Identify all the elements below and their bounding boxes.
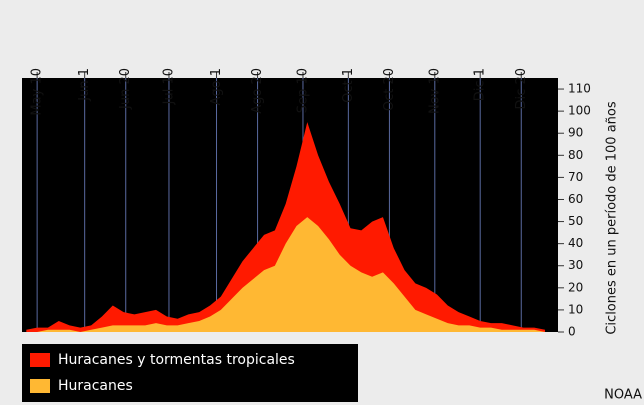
y-tick-label: 80 bbox=[568, 148, 583, 162]
y-tick-label: 40 bbox=[568, 236, 583, 250]
x-tick-label: Oct 20 bbox=[382, 68, 397, 111]
y-tick-label: 110 bbox=[568, 82, 591, 96]
y-tick-label: 20 bbox=[568, 280, 583, 294]
y-tick-label: 60 bbox=[568, 192, 583, 206]
y-tick-label: 90 bbox=[568, 126, 583, 140]
y-axis-label: Ciclones en un período de 100 años bbox=[605, 101, 620, 335]
legend-box bbox=[22, 344, 358, 402]
x-tick-label: Nov 10 bbox=[427, 68, 442, 114]
x-tick-label: Dic 1 bbox=[473, 68, 488, 101]
y-tick-label: 70 bbox=[568, 170, 583, 184]
y-tick-label: 50 bbox=[568, 214, 583, 228]
y-tick-label: 10 bbox=[568, 302, 583, 316]
x-tick-label: Ago 1 bbox=[209, 68, 224, 106]
x-tick-label: Jul 10 bbox=[161, 68, 176, 105]
x-tick-label: May 10 bbox=[30, 68, 45, 116]
area bbox=[26, 122, 546, 332]
x-tick-label: Dic 20 bbox=[514, 68, 529, 109]
legend-label: Huracanes bbox=[58, 378, 133, 394]
x-tick-label: Oct 1 bbox=[341, 68, 356, 103]
legend-swatch bbox=[30, 379, 50, 393]
x-tick-label: Jun 1 bbox=[77, 68, 92, 102]
x-tick-label: Sep 10 bbox=[295, 68, 310, 113]
legend-swatch bbox=[30, 353, 50, 367]
area bbox=[26, 217, 546, 332]
x-tick-label: Ago 20 bbox=[250, 68, 265, 114]
legend-label: Huracanes y tormentas tropicales bbox=[58, 352, 295, 368]
y-tick-label: 0 bbox=[568, 325, 576, 339]
y-tick-label: 100 bbox=[568, 104, 591, 118]
y-tick-label: 30 bbox=[568, 258, 583, 272]
source: NOAA bbox=[604, 388, 642, 403]
x-tick-label: Jun 20 bbox=[118, 68, 133, 110]
